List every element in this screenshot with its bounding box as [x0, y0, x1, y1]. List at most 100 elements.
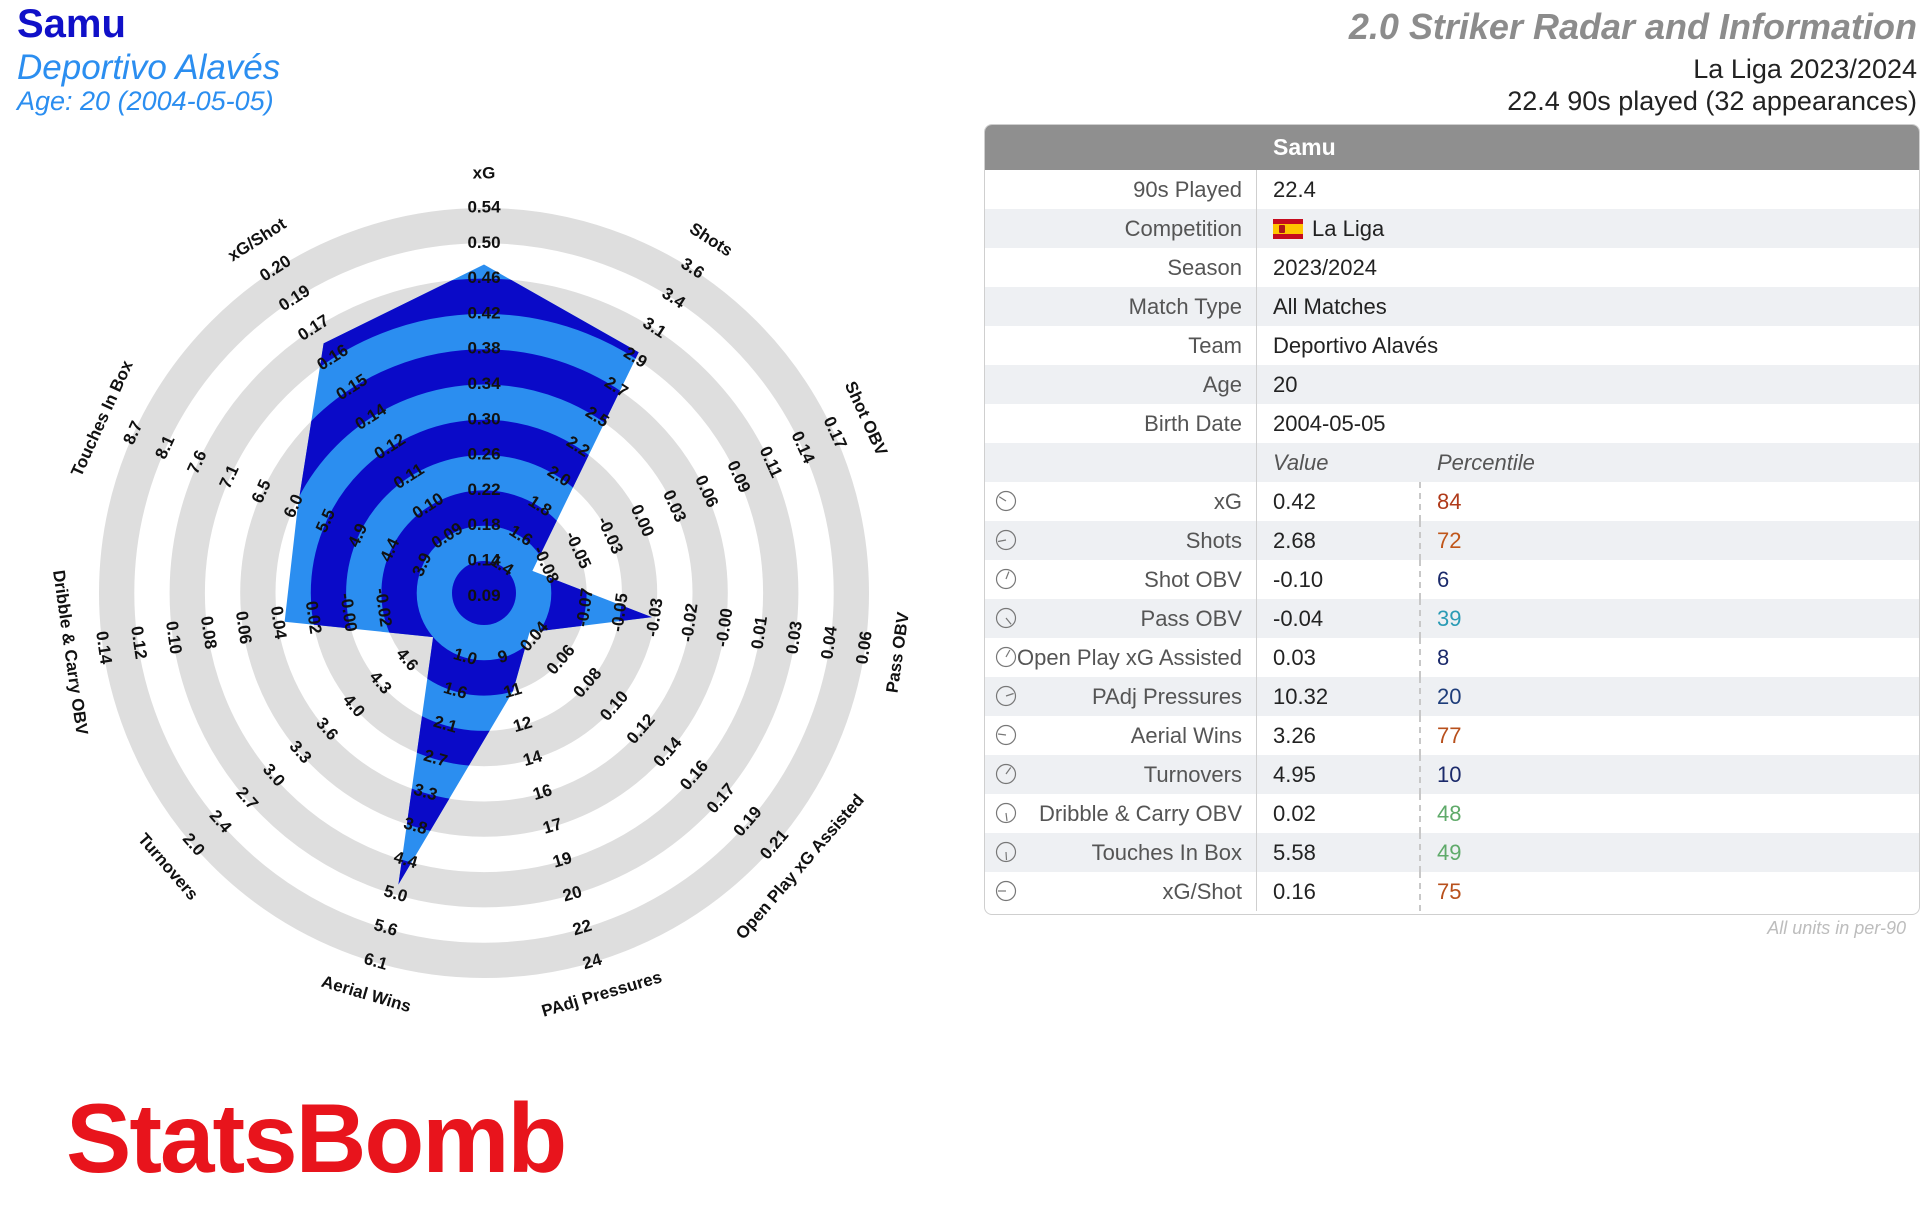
radar-tick-label: 0.04 [817, 624, 841, 660]
stat-row: Shots 2.68 72 [985, 521, 1919, 560]
player-age: Age: 20 (2004-05-05) [17, 86, 274, 116]
radar-center [452, 561, 516, 625]
radar-metric-label: xG [473, 163, 496, 182]
radar-tick-label: 0.30 [467, 409, 500, 428]
percentile-gauge-icon [995, 607, 1017, 629]
stat-percentile: 84 [1437, 488, 1462, 514]
radar-tick-label: 14 [521, 746, 545, 770]
percentile-gauge-icon [995, 529, 1017, 551]
info-row-value-cell: La Liga [1257, 216, 1384, 242]
radar-tick-label: 16 [531, 780, 555, 804]
info-row-value: 2004-05-05 [1273, 410, 1386, 436]
percentile-gauge-icon [995, 724, 1017, 746]
league-season: La Liga 2023/2024 [1693, 54, 1917, 84]
info-row: Match Type All Matches [985, 287, 1919, 326]
radar-tick-label: 0.26 [467, 445, 500, 464]
stat-row: Touches In Box 5.58 49 [985, 833, 1919, 872]
stat-rows: xG 0.42 84 Shots 2.68 72 Shot OBV -0.10 6 Pass OB… [985, 482, 1919, 911]
info-row-value: 20 [1273, 371, 1298, 397]
info-row-value-cell: 2004-05-05 [1257, 411, 1386, 437]
radar-tick-label: 0.14 [92, 630, 116, 666]
radar-band [284, 278, 652, 885]
info-row: Competition La Liga [985, 209, 1919, 248]
radar-tick-label: 0.04 [267, 605, 291, 641]
info-row: Birth Date 2004-05-05 [985, 404, 1919, 443]
stat-value: 5.58 [1257, 833, 1421, 872]
units-note: All units in per-90 [1767, 918, 1906, 938]
stat-label: xG [985, 482, 1257, 521]
info-row-value: 22.4 [1273, 176, 1316, 202]
stat-row: Open Play xG Assisted 0.03 8 [985, 638, 1919, 677]
percentile-gauge-icon [995, 646, 1017, 668]
stat-row: Dribble & Carry OBV 0.02 48 [985, 794, 1919, 833]
value-column-header: Value [1273, 449, 1329, 475]
radar-metric-label: Dribble & Carry OBV [49, 569, 92, 737]
stat-label: Shot OBV [985, 560, 1257, 599]
stat-value: 2.68 [1257, 521, 1421, 560]
info-row-label: Birth Date [985, 404, 1257, 443]
played-summary: 22.4 90s played (32 appearances) [1507, 86, 1917, 116]
info-row-label: Team [985, 326, 1257, 365]
stat-label: Touches In Box [985, 833, 1257, 872]
radar-tick-label: 20 [561, 882, 585, 906]
player-team: Deportivo Alavés [17, 48, 281, 87]
info-rows: 90s Played 22.4 Competition La Liga Season 20… [985, 170, 1919, 443]
stat-row: Shot OBV -0.10 6 [985, 560, 1919, 599]
stat-label: xG/Shot [985, 872, 1257, 911]
info-row-value-cell: All Matches [1257, 294, 1387, 320]
radar-tick-label: 12 [511, 713, 535, 737]
percentile-gauge-icon [995, 763, 1017, 785]
stat-percentile: 48 [1437, 800, 1462, 826]
info-row-label: Match Type [985, 287, 1257, 326]
stat-percentile: 10 [1437, 761, 1462, 787]
stat-value: 3.26 [1257, 716, 1421, 755]
stat-label: PAdj Pressures [985, 677, 1257, 716]
info-row-value-cell: 20 [1257, 372, 1297, 398]
stat-percentile: 75 [1437, 878, 1462, 904]
stat-label: Pass OBV [985, 599, 1257, 638]
stat-percentile: 72 [1437, 527, 1462, 553]
stat-label: Open Play xG Assisted [985, 638, 1257, 677]
radar-tick-label: -0.03 [642, 597, 666, 638]
info-row-value-cell: 2023/2024 [1257, 255, 1377, 281]
radar-tick-label: 24 [580, 949, 604, 973]
radar-tick-label: 0.12 [127, 625, 151, 660]
info-row-value: Deportivo Alavés [1273, 332, 1439, 358]
stats-header-row: Value Percentile [985, 443, 1919, 482]
radar-tick-label: 0.06 [852, 630, 876, 665]
stat-value: -0.10 [1257, 560, 1421, 599]
radar-tick-label: 0.18 [467, 515, 500, 534]
player-name: Samu [17, 2, 126, 46]
radar-tick-label: 0.10 [162, 620, 186, 655]
radar-metric-label: Shot OBV [841, 378, 892, 459]
stat-label: Turnovers [985, 755, 1257, 794]
radar-tick-label: -0.00 [712, 607, 736, 648]
info-row-label: Competition [985, 209, 1257, 248]
radar-tick-label: 0.42 [467, 303, 500, 322]
stat-label: Shots [985, 521, 1257, 560]
info-row-value: 2023/2024 [1273, 254, 1377, 280]
radar-tick-label: 0.06 [232, 610, 256, 645]
stat-percentile: 20 [1437, 683, 1462, 709]
info-table: Samu 90s Played 22.4 Competition La Liga Sea… [984, 124, 1920, 915]
percentile-gauge-icon [995, 880, 1017, 902]
stat-row: xG 0.42 84 [985, 482, 1919, 521]
info-row: Age 20 [985, 365, 1919, 404]
stat-label: Dribble & Carry OBV [985, 794, 1257, 833]
radar-tick-label: 17 [541, 814, 565, 838]
stat-value: 4.95 [1257, 755, 1421, 794]
stat-row: Turnovers 4.95 10 [985, 755, 1919, 794]
stat-value: 0.16 [1257, 872, 1421, 911]
stat-row: Pass OBV -0.04 39 [985, 599, 1919, 638]
stat-value: 0.42 [1257, 482, 1421, 521]
radar-tick-label: 0.50 [467, 233, 500, 252]
radar-title: 2.0 Striker Radar and Information [1348, 6, 1917, 47]
radar-tick-label: 0.09 [467, 586, 500, 605]
info-row-label: Season [985, 248, 1257, 287]
radar-tick-label: 0.02 [302, 600, 326, 635]
stat-value: 0.03 [1257, 638, 1421, 677]
info-row-value-cell: Deportivo Alavés [1257, 333, 1438, 359]
info-row-value-cell: 22.4 [1257, 177, 1316, 203]
percentile-column-header: Percentile [1437, 449, 1535, 475]
radar-tick-label: 0.22 [467, 480, 500, 499]
